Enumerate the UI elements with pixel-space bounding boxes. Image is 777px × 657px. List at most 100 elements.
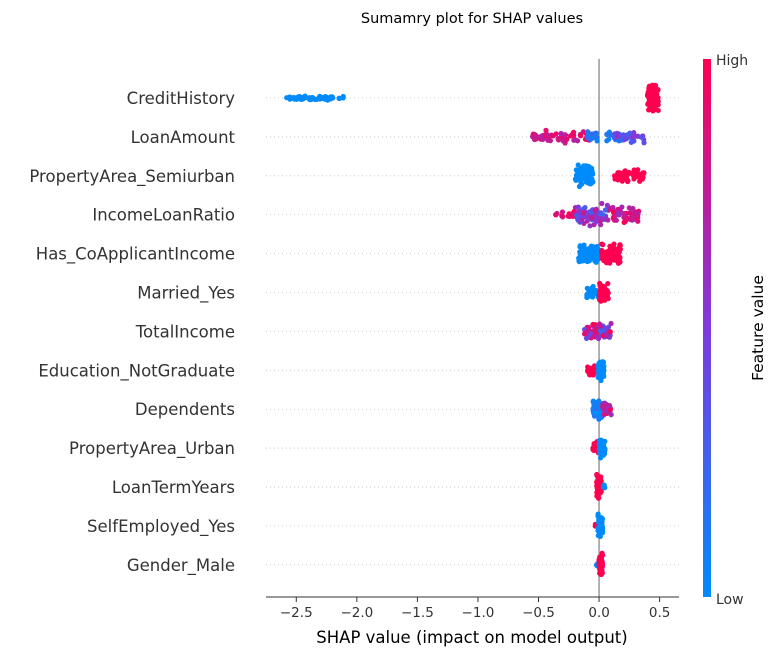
shap-point — [585, 171, 591, 177]
shap-point — [566, 211, 572, 217]
shap-point — [291, 96, 298, 102]
chart-title: Sumamry plot for SHAP values — [361, 11, 583, 27]
shap-point — [553, 131, 559, 137]
shap-point — [605, 324, 612, 330]
shap-point — [606, 256, 612, 262]
shap-point — [631, 167, 637, 173]
shap-point — [340, 93, 346, 100]
shap-point — [575, 170, 581, 176]
x-tick-label: 0.0 — [588, 605, 609, 621]
shap-point — [581, 210, 587, 216]
shap-point — [590, 291, 596, 298]
shap-point — [309, 94, 315, 101]
shap-point — [604, 138, 610, 144]
shap-point — [623, 172, 629, 178]
shap-point — [584, 328, 590, 335]
shap-point — [607, 407, 613, 413]
shap-point — [588, 367, 594, 374]
shap-point — [596, 495, 602, 501]
shap-point — [574, 138, 581, 144]
shap-point — [654, 97, 660, 103]
shap-point — [589, 131, 595, 137]
shap-point — [578, 177, 585, 183]
shap-point — [601, 283, 607, 290]
shap-point — [591, 441, 597, 447]
shap-point — [592, 207, 599, 214]
shap-point — [615, 210, 621, 216]
shap-point — [599, 517, 605, 524]
shap-point — [598, 222, 604, 228]
shap-point — [597, 533, 603, 539]
shap-point — [596, 398, 602, 404]
shap-point — [592, 287, 598, 293]
colorbar — [703, 59, 711, 597]
shap-point — [564, 136, 570, 142]
shap-point — [629, 207, 636, 213]
shap-point — [655, 107, 661, 114]
shap-point — [646, 98, 652, 104]
shap-point — [655, 87, 661, 93]
shap-point — [597, 489, 603, 495]
shap-point — [597, 455, 604, 461]
shap-point — [628, 139, 634, 145]
x-tick-label: −0.5 — [522, 605, 555, 621]
feature-label: Has_CoApplicantIncome — [36, 245, 235, 265]
shap-point — [284, 95, 290, 101]
shap-point — [601, 482, 607, 488]
shap-point — [584, 134, 590, 141]
shap-point — [598, 211, 604, 217]
shap-point — [317, 95, 324, 102]
shap-point — [575, 204, 581, 210]
shap-point — [578, 252, 584, 258]
shap-point — [605, 280, 611, 287]
shap-point — [336, 95, 342, 102]
shap-point — [600, 405, 606, 412]
shap-point — [591, 327, 598, 333]
x-axis-label: SHAP value (impact on model output) — [316, 628, 627, 647]
shap-point — [621, 211, 627, 217]
shap-point — [608, 320, 614, 327]
shap-point — [548, 132, 555, 138]
shap-point — [600, 450, 606, 457]
shap-point — [602, 207, 609, 213]
colorbar-title: Feature value — [749, 275, 767, 381]
shap-point — [650, 108, 656, 114]
shap-point — [598, 328, 604, 334]
shap-point — [547, 138, 554, 144]
x-tick-label: −1.5 — [401, 605, 434, 621]
shap-point — [578, 165, 584, 172]
shap-point — [641, 170, 647, 176]
feature-label: LoanAmount — [131, 128, 236, 147]
shap-point — [584, 176, 590, 182]
shap-point — [653, 82, 659, 89]
shap-point — [579, 181, 585, 187]
shap-point — [594, 334, 600, 340]
shap-point — [607, 329, 613, 335]
shap-point — [599, 200, 605, 207]
colorbar-low-label: Low — [716, 592, 744, 608]
feature-label: LoanTermYears — [112, 478, 235, 497]
shap-point — [605, 290, 611, 296]
shap-point — [560, 213, 566, 219]
shap-points — [284, 82, 661, 578]
shap-point — [611, 173, 618, 179]
feature-label: PropertyArea_Semiurban — [29, 167, 235, 187]
shap-point — [651, 93, 657, 100]
shap-point — [530, 131, 536, 137]
shap-point — [543, 127, 549, 133]
shap-point — [594, 479, 600, 485]
shap-point — [585, 164, 591, 170]
feature-label: SelfEmployed_Yes — [87, 517, 235, 537]
shap-point — [595, 324, 601, 330]
shap-point — [585, 364, 591, 370]
x-tick-label: −1.0 — [462, 605, 495, 621]
shap-point — [599, 364, 605, 370]
shap-point — [639, 176, 645, 182]
shap-point — [595, 256, 601, 262]
shap-point — [617, 246, 623, 252]
shap-point — [653, 102, 659, 108]
shap-point — [603, 331, 609, 337]
shap-point — [592, 402, 598, 408]
shap-point — [648, 86, 654, 92]
